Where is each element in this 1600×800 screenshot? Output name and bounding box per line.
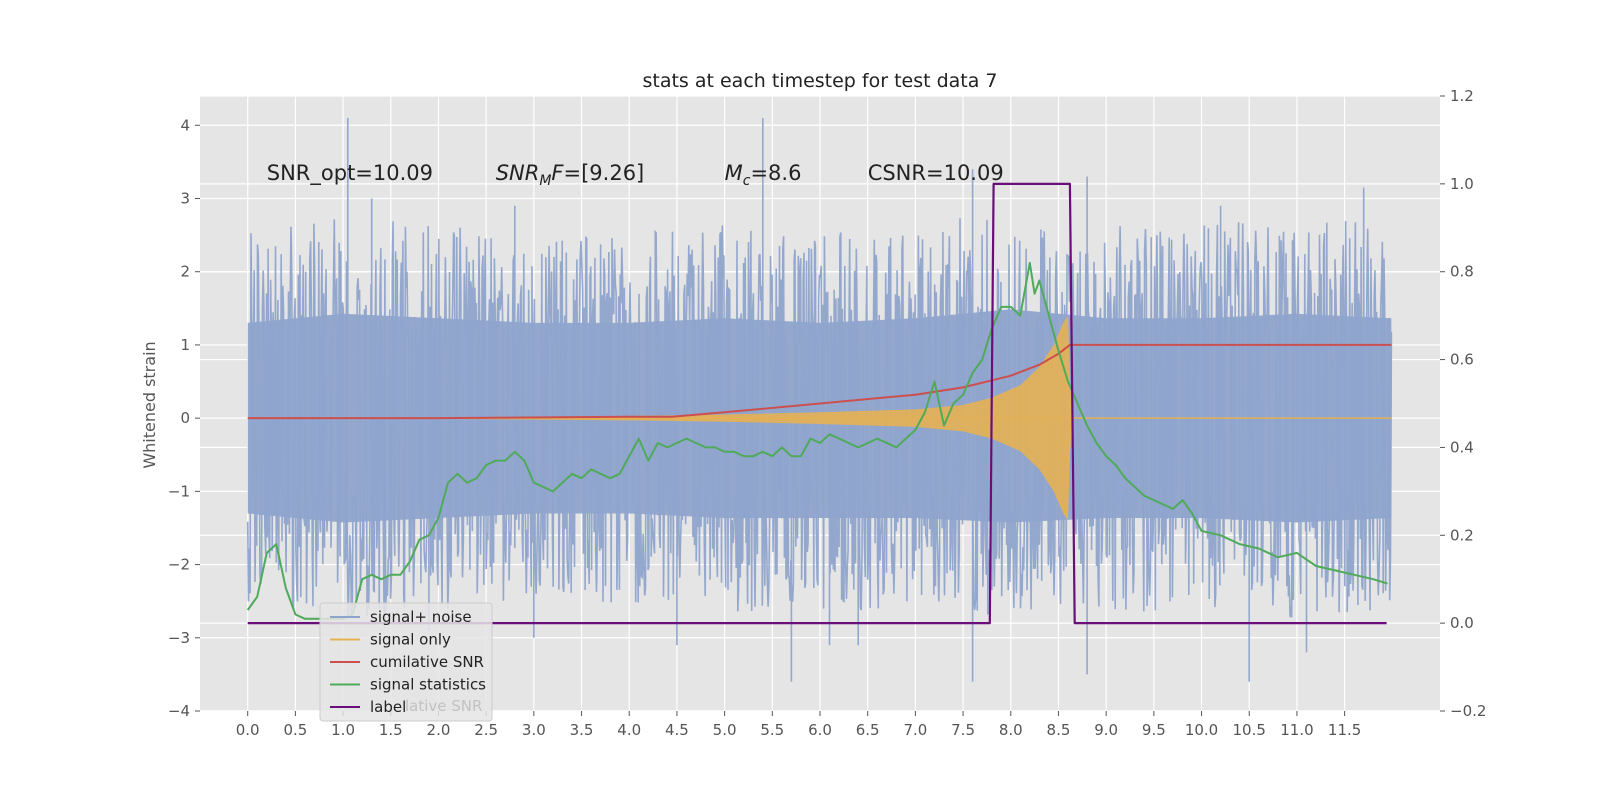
- x-tick-label: 6.5: [856, 721, 880, 739]
- x-tick-label: 7.5: [951, 721, 975, 739]
- x-tick-label: 8.0: [999, 721, 1023, 739]
- x-tick-label: 6.0: [808, 721, 832, 739]
- annotation-3: Mc=8.6: [725, 161, 802, 189]
- y2-tick-label: 0.2: [1450, 526, 1474, 544]
- x-tick-label: 2.0: [427, 721, 451, 739]
- x-tick-label: 9.0: [1094, 721, 1118, 739]
- legend-label-1: signal+ noise: [370, 608, 472, 626]
- y-tick-label: 0: [180, 409, 190, 427]
- x-tick-label: 1.0: [331, 721, 355, 739]
- x-tick-label: 11.0: [1280, 721, 1313, 739]
- x-tick-label: 7.0: [903, 721, 927, 739]
- label-line: [247, 182, 1387, 625]
- legend-overlap-text: lative SNR: [405, 697, 482, 715]
- legend-box: [319, 602, 493, 722]
- annotation-2: SNRMF=[9.26]: [496, 161, 645, 189]
- y2-tick-label: 0.8: [1450, 263, 1474, 281]
- x-tick-label: 5.5: [760, 721, 784, 739]
- series-cumilative-snr: [247, 343, 1392, 420]
- x-tick-label: 3.5: [570, 721, 594, 739]
- signal-plus-noise-line: [246, 118, 1393, 682]
- x-tick-label: 3.0: [522, 721, 546, 739]
- series-label: [247, 182, 1387, 625]
- x-tick-label: 0.5: [283, 721, 307, 739]
- y-tick-label: 1: [180, 336, 190, 354]
- signal-statistics-line: [246, 261, 1388, 620]
- y-tick-label: −3: [168, 629, 190, 647]
- x-tick-label: 0.0: [236, 721, 260, 739]
- x-tick-label: 4.5: [665, 721, 689, 739]
- legend-label-5: label: [370, 698, 406, 716]
- series-signal-statistics: [246, 261, 1388, 620]
- cumilative-snr-line: [247, 343, 1392, 420]
- x-tick-label: 1.5: [379, 721, 403, 739]
- y2-tick-label: 0.4: [1450, 438, 1474, 456]
- x-tick-label: 4.0: [617, 721, 641, 739]
- y-tick-label: 2: [180, 263, 190, 281]
- chart-title: stats at each timestep for test data 7: [642, 70, 997, 92]
- series-signal-only: [247, 315, 1392, 521]
- x-tick-label: 10.5: [1233, 721, 1266, 739]
- x-tick-label: 9.5: [1142, 721, 1166, 739]
- y-tick-label: −2: [168, 556, 190, 574]
- legend: lative SNR signal+ noise signal only cumil…: [319, 602, 493, 722]
- annotations: SNR_opt=10.09 SNRMF=[9.26] Mc=8.6 CSNR=10.0…: [267, 161, 1004, 189]
- axes: 0.0 0.5 1.0 1.5 2.0 2.5 3.0 3.5 4.0 4.5 5.0 5.5 6.0 6…: [168, 87, 1487, 739]
- y2-tick-label: 0.6: [1450, 351, 1474, 369]
- y-tick-label: −4: [168, 702, 190, 720]
- x-tick-label: 10.0: [1185, 721, 1218, 739]
- x-tick-label: 5.0: [713, 721, 737, 739]
- x-tick-label: 2.5: [474, 721, 498, 739]
- x-tick-label: 11.5: [1328, 721, 1361, 739]
- y2-tick-label: 1.0: [1450, 175, 1474, 193]
- y-tick-label: 4: [180, 116, 190, 134]
- annotation-4: CSNR=10.09: [868, 161, 1004, 185]
- y-tick-label: −1: [168, 482, 190, 500]
- y2-tick-label: −0.2: [1450, 702, 1486, 720]
- y-axis-label: Whitened strain: [140, 341, 159, 468]
- legend-label-2: signal only: [370, 631, 451, 649]
- legend-label-4: signal statistics: [370, 676, 486, 694]
- y2-tick-label: 0.0: [1450, 614, 1474, 632]
- annotation-1: SNR_opt=10.09: [267, 161, 433, 186]
- x-tick-label: 8.5: [1047, 721, 1071, 739]
- y-tick-label: 3: [180, 190, 190, 208]
- y2-tick-label: 1.2: [1450, 87, 1474, 105]
- legend-label-3: cumilative SNR: [370, 653, 484, 671]
